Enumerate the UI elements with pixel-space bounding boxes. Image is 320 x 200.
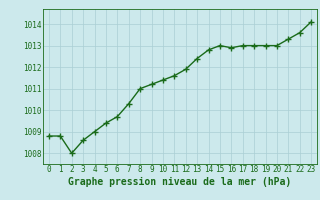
X-axis label: Graphe pression niveau de la mer (hPa): Graphe pression niveau de la mer (hPa) bbox=[68, 177, 292, 187]
